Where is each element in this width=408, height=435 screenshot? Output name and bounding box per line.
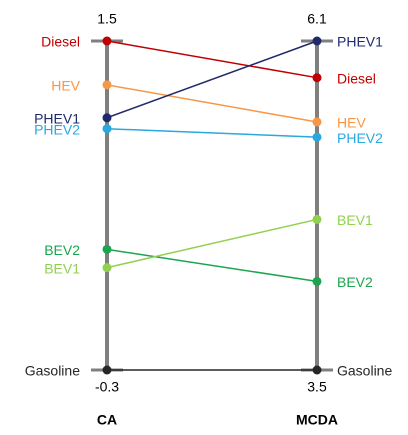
- tick-label: 6.1: [307, 11, 327, 27]
- tick-label: 1.5: [97, 11, 117, 27]
- series-label: PHEV1: [34, 110, 80, 126]
- axis-label: CA: [97, 412, 117, 428]
- series-label: HEV: [337, 115, 366, 131]
- series-label: Gasoline: [337, 363, 392, 379]
- slope-line: [106, 40, 318, 119]
- series-label: BEV1: [44, 260, 80, 276]
- slope-line: [106, 127, 318, 138]
- axis-label: MCDA: [296, 412, 338, 428]
- point: [312, 73, 322, 83]
- slope-line: [106, 40, 318, 79]
- slope-line: [106, 248, 318, 283]
- point: [102, 263, 112, 273]
- series-label: PHEV2: [337, 130, 383, 146]
- point: [312, 365, 322, 375]
- series-label: Diesel: [41, 34, 80, 50]
- point: [102, 80, 112, 90]
- point: [312, 276, 322, 286]
- series-label: PHEV1: [337, 34, 383, 50]
- point: [312, 36, 322, 46]
- series-label: Diesel: [337, 70, 376, 86]
- point: [312, 132, 322, 142]
- point: [102, 244, 112, 254]
- point: [312, 214, 322, 224]
- point: [312, 117, 322, 127]
- slope-line: [106, 218, 318, 269]
- tick-label: 3.5: [307, 379, 327, 395]
- point: [102, 365, 112, 375]
- series-label: PHEV2: [34, 121, 80, 137]
- point: [102, 113, 112, 123]
- series-label: BEV1: [337, 212, 373, 228]
- point: [102, 124, 112, 134]
- series-label: BEV2: [337, 274, 373, 290]
- tick-label: -0.3: [95, 379, 119, 395]
- series-label: BEV2: [44, 242, 80, 258]
- point: [102, 36, 112, 46]
- series-label: Gasoline: [25, 363, 80, 379]
- series-label: HEV: [51, 78, 80, 94]
- slope-line: [106, 84, 318, 123]
